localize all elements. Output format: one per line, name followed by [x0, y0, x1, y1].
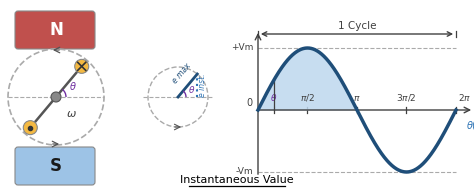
- Circle shape: [8, 49, 104, 145]
- Text: $3\pi/2$: $3\pi/2$: [396, 92, 417, 103]
- Text: +Vm: +Vm: [231, 43, 253, 53]
- Polygon shape: [258, 48, 357, 110]
- Text: $\pi/2$: $\pi/2$: [300, 92, 315, 103]
- Circle shape: [51, 92, 61, 102]
- FancyBboxPatch shape: [15, 147, 95, 185]
- Text: $\theta$: $\theta$: [188, 84, 195, 95]
- Text: $\theta(\omega t)$: $\theta(\omega t)$: [466, 119, 474, 132]
- Text: N: N: [49, 21, 63, 39]
- Text: $\omega$: $\omega$: [66, 109, 77, 119]
- Text: 1 Cycle: 1 Cycle: [338, 21, 376, 31]
- Circle shape: [75, 59, 89, 73]
- Text: $\pi$: $\pi$: [353, 94, 361, 103]
- Text: e inst.: e inst.: [198, 74, 207, 97]
- Text: -Vm: -Vm: [236, 167, 253, 177]
- Text: S: S: [50, 157, 62, 175]
- Circle shape: [23, 121, 37, 135]
- Text: $\theta$: $\theta$: [270, 92, 277, 103]
- FancyBboxPatch shape: [15, 11, 95, 49]
- Text: $\theta$: $\theta$: [69, 80, 77, 92]
- Text: 0: 0: [247, 98, 253, 108]
- Text: $2\pi$: $2\pi$: [458, 92, 471, 103]
- Text: Instantaneous Value: Instantaneous Value: [180, 175, 294, 185]
- Text: e max: e max: [171, 62, 193, 86]
